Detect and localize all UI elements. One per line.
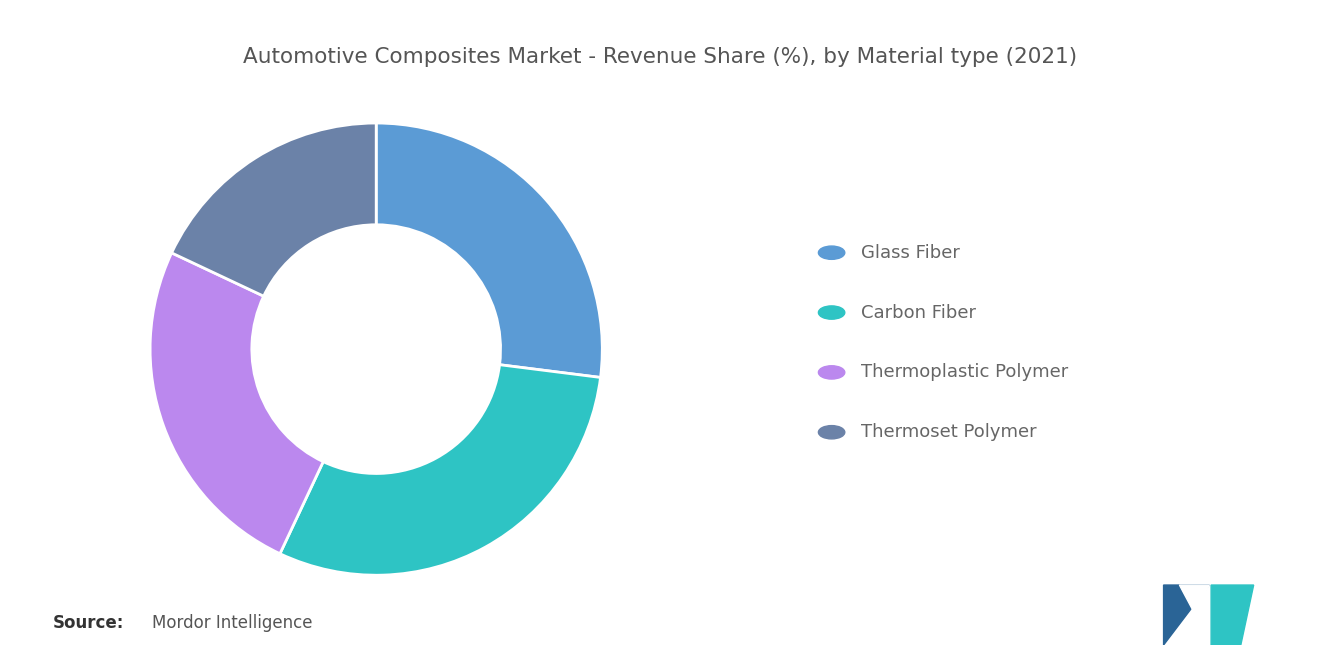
- Text: Source:: Source:: [53, 614, 124, 632]
- Polygon shape: [1164, 585, 1209, 645]
- Text: Glass Fiber: Glass Fiber: [861, 243, 960, 262]
- Wedge shape: [376, 123, 602, 378]
- Wedge shape: [280, 364, 601, 575]
- Polygon shape: [1179, 585, 1209, 616]
- Polygon shape: [1212, 585, 1254, 645]
- Text: Thermoset Polymer: Thermoset Polymer: [861, 423, 1036, 442]
- Text: Carbon Fiber: Carbon Fiber: [861, 303, 975, 322]
- Text: Thermoplastic Polymer: Thermoplastic Polymer: [861, 363, 1068, 382]
- Text: Automotive Composites Market - Revenue Share (%), by Material type (2021): Automotive Composites Market - Revenue S…: [243, 47, 1077, 66]
- Wedge shape: [150, 253, 323, 554]
- Wedge shape: [172, 123, 376, 296]
- Text: Mordor Intelligence: Mordor Intelligence: [152, 614, 313, 632]
